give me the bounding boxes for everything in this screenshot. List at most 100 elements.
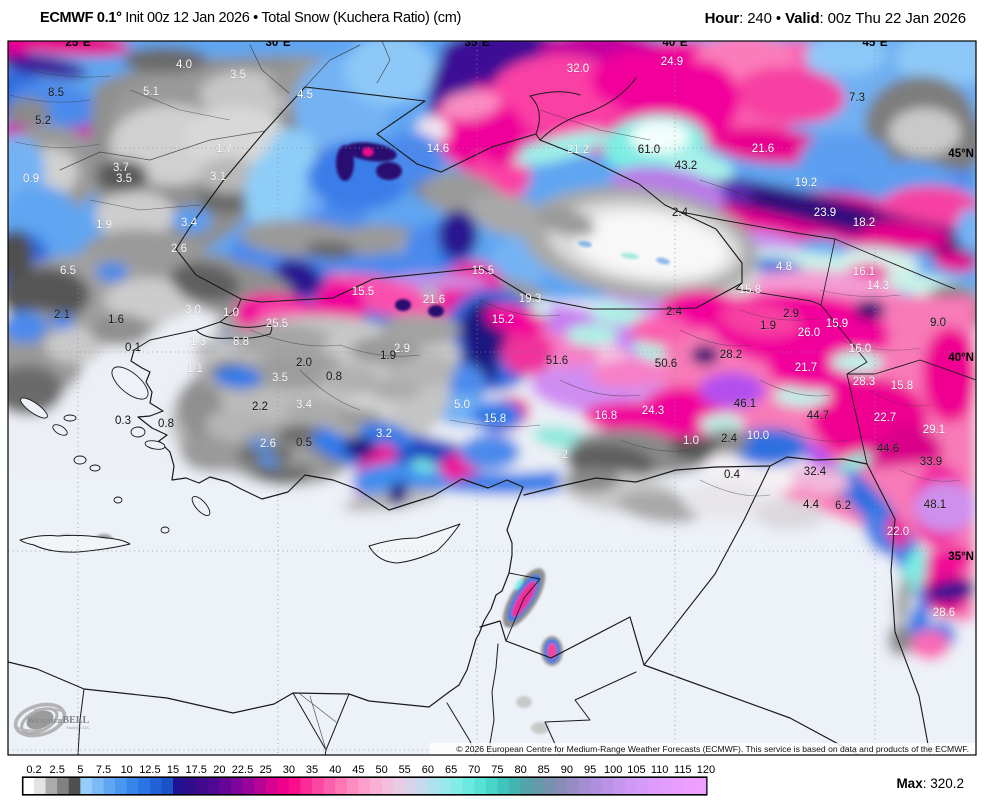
svg-text:1.9: 1.9 (380, 350, 396, 362)
svg-text:30: 30 (283, 764, 295, 776)
svg-text:15.8: 15.8 (739, 284, 761, 296)
svg-text:1.6: 1.6 (108, 314, 124, 326)
svg-text:1.1: 1.1 (187, 363, 203, 375)
svg-text:3.4: 3.4 (296, 399, 313, 411)
svg-text:19.2: 19.2 (795, 177, 817, 189)
svg-text:1.9: 1.9 (760, 320, 776, 332)
svg-text:48.1: 48.1 (924, 499, 946, 511)
svg-text:33.9: 33.9 (920, 456, 942, 468)
svg-text:60: 60 (422, 764, 434, 776)
svg-text:0.9: 0.9 (23, 173, 39, 185)
svg-text:50.6: 50.6 (655, 358, 677, 370)
svg-text:5: 5 (77, 764, 83, 776)
svg-text:85: 85 (538, 764, 550, 776)
svg-text:0.1: 0.1 (125, 342, 141, 354)
svg-text:45: 45 (352, 764, 364, 776)
svg-text:50: 50 (375, 764, 387, 776)
svg-text:28.6: 28.6 (933, 607, 955, 619)
svg-text:24.9: 24.9 (661, 56, 683, 68)
svg-text:0.8: 0.8 (326, 371, 342, 383)
svg-text:51.6: 51.6 (546, 355, 568, 367)
svg-text:2.6: 2.6 (171, 243, 187, 255)
svg-text:70: 70 (468, 764, 480, 776)
svg-text:5.2: 5.2 (35, 115, 51, 127)
svg-text:23.9: 23.9 (814, 207, 836, 219)
svg-text:22.7: 22.7 (874, 412, 896, 424)
svg-text:1.3: 1.3 (190, 336, 206, 348)
svg-text:21.7: 21.7 (795, 362, 817, 374)
svg-text:43.2: 43.2 (675, 160, 697, 172)
svg-text:45°N: 45°N (948, 148, 974, 160)
svg-text:115: 115 (674, 764, 692, 776)
svg-text:17.5: 17.5 (185, 764, 206, 776)
svg-text:15.2: 15.2 (492, 314, 514, 326)
svg-text:Analytics LLC: Analytics LLC (66, 725, 90, 730)
svg-text:45°E: 45°E (862, 37, 887, 49)
svg-text:10.0: 10.0 (747, 430, 769, 442)
svg-text:110: 110 (651, 764, 669, 776)
svg-text:0.8: 0.8 (158, 418, 174, 430)
svg-text:2.0: 2.0 (296, 357, 312, 369)
svg-text:2.9: 2.9 (394, 343, 410, 355)
svg-text:22.5: 22.5 (232, 764, 253, 776)
svg-text:20: 20 (213, 764, 225, 776)
svg-text:4.0: 4.0 (176, 59, 192, 71)
svg-text:25.5: 25.5 (266, 318, 288, 330)
svg-text:16.1: 16.1 (853, 266, 875, 278)
svg-text:5.0: 5.0 (454, 399, 470, 411)
svg-text:1.0: 1.0 (223, 307, 239, 319)
svg-text:105: 105 (627, 764, 645, 776)
svg-text:1.9: 1.9 (96, 219, 112, 231)
svg-text:25: 25 (260, 764, 272, 776)
svg-text:16.8: 16.8 (595, 410, 617, 422)
svg-text:15: 15 (167, 764, 179, 776)
svg-text:25°E: 25°E (65, 37, 90, 49)
svg-text:3.7: 3.7 (113, 162, 129, 174)
svg-text:40: 40 (329, 764, 341, 776)
svg-text:28.3: 28.3 (853, 376, 875, 388)
svg-text:4.8: 4.8 (776, 261, 792, 273)
svg-text:21.2: 21.2 (567, 144, 589, 156)
svg-text:46.1: 46.1 (734, 398, 756, 410)
svg-text:8.5: 8.5 (48, 87, 64, 99)
svg-text:3.5: 3.5 (116, 173, 132, 185)
svg-text:26.0: 26.0 (798, 327, 820, 339)
svg-text:95: 95 (584, 764, 596, 776)
svg-text:2.6: 2.6 (260, 438, 276, 450)
svg-text:55: 55 (399, 764, 411, 776)
svg-text:2.1: 2.1 (54, 309, 70, 321)
svg-text:0.3: 0.3 (115, 415, 131, 427)
svg-text:21.6: 21.6 (752, 143, 774, 155)
svg-text:15.8: 15.8 (891, 380, 913, 392)
svg-text:3.4: 3.4 (181, 217, 198, 229)
svg-text:6.2: 6.2 (552, 449, 568, 461)
svg-text:40°N: 40°N (948, 352, 974, 364)
svg-text:3.1: 3.1 (210, 171, 226, 183)
svg-text:12.5: 12.5 (139, 764, 160, 776)
svg-text:4.5: 4.5 (297, 89, 313, 101)
svg-text:100: 100 (604, 764, 622, 776)
svg-text:1.0: 1.0 (683, 435, 699, 447)
svg-text:14.6: 14.6 (427, 143, 449, 155)
svg-text:120: 120 (697, 764, 715, 776)
svg-text:24.3: 24.3 (642, 405, 664, 417)
svg-text:7.5: 7.5 (96, 764, 111, 776)
svg-text:WEATHERBELL: WEATHERBELL (27, 715, 89, 726)
svg-text:5.1: 5.1 (143, 86, 159, 98)
svg-text:40°E: 40°E (662, 37, 687, 49)
svg-text:15.9: 15.9 (826, 318, 848, 330)
svg-text:2.4: 2.4 (672, 207, 689, 219)
svg-text:3.5: 3.5 (230, 69, 246, 81)
svg-text:90: 90 (561, 764, 573, 776)
svg-text:44.6: 44.6 (877, 443, 899, 455)
svg-text:19.3: 19.3 (519, 293, 541, 305)
svg-text:2.4: 2.4 (666, 306, 683, 318)
svg-text:22.0: 22.0 (887, 526, 909, 538)
svg-text:35°N: 35°N (948, 551, 974, 563)
svg-text:2.9: 2.9 (783, 308, 799, 320)
svg-text:0.2: 0.2 (26, 764, 41, 776)
svg-text:61.0: 61.0 (638, 144, 660, 156)
svg-text:0.4: 0.4 (724, 469, 741, 481)
svg-text:7.3: 7.3 (849, 92, 865, 104)
svg-text:30°E: 30°E (265, 37, 290, 49)
